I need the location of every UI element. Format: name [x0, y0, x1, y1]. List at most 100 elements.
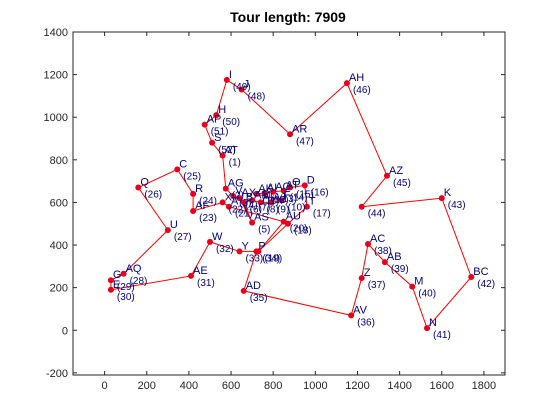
- chart-title: Tour length: 7909: [230, 9, 346, 25]
- visit-order-label: (12): [271, 195, 289, 206]
- visit-order-label: (5): [258, 225, 270, 236]
- city-point: [249, 197, 256, 204]
- city-point: [255, 248, 262, 255]
- city-label: AI: [267, 182, 277, 194]
- visit-order-label: (15): [296, 190, 314, 201]
- city-label: AJ: [273, 191, 286, 203]
- city-label: AU: [286, 211, 301, 223]
- y-tick-label: 1400: [44, 27, 68, 39]
- visit-order-label: (10): [288, 202, 306, 213]
- city-point: [201, 121, 208, 128]
- city-label: B: [246, 191, 253, 203]
- visit-order-label: (52): [218, 145, 236, 156]
- city-labels: I(49)J(48)AR(47)AH(46)AZ(45)(44)K(43)BC(…: [113, 69, 495, 341]
- visit-order-label: (49): [233, 82, 251, 93]
- city-point: [174, 166, 181, 173]
- visit-order-label: (4): [245, 200, 257, 211]
- visit-order-label: (21): [235, 209, 253, 220]
- visit-order-label: (46): [353, 85, 371, 96]
- y-tick-label: 800: [50, 155, 68, 167]
- city-point: [424, 325, 431, 332]
- city-label: Z: [364, 267, 371, 279]
- visit-order-label: (24): [199, 196, 217, 207]
- visit-order-label: (2): [232, 191, 244, 202]
- city-point: [240, 287, 247, 294]
- city-label: AB: [387, 251, 402, 263]
- y-tick-label: 0: [62, 325, 68, 337]
- visit-order-label: (42): [477, 279, 495, 290]
- city-label: AC: [370, 233, 385, 245]
- city-label: Y: [241, 240, 249, 252]
- city-label: H: [218, 104, 226, 116]
- city-label: U: [170, 219, 178, 231]
- city-point: [287, 131, 294, 138]
- x-tick-label: 1400: [387, 380, 411, 392]
- visit-order-label: (9): [277, 204, 289, 215]
- visit-order-label: (38): [374, 246, 392, 257]
- city-point: [164, 227, 171, 234]
- plot-axes: 0 200 400 600 800 1000 1200 1400 1600 1800 -200 0 20…: [44, 27, 506, 392]
- visit-order-label: (37): [368, 280, 386, 291]
- city-point: [206, 238, 213, 245]
- x-tick-label: 1600: [430, 380, 454, 392]
- visit-order-label: (17): [313, 209, 331, 220]
- city-point: [358, 275, 365, 282]
- city-point: [188, 272, 195, 279]
- city-point: [301, 182, 308, 189]
- city-point: [257, 199, 264, 206]
- city-point: [236, 195, 243, 202]
- visit-order-label: (18): [294, 226, 312, 237]
- city-point: [348, 312, 355, 319]
- city-label: AT: [225, 145, 239, 157]
- visit-order-label: (40): [418, 289, 436, 300]
- city-label: W: [212, 231, 223, 243]
- visit-order-label: (16): [311, 187, 329, 198]
- city-label: R: [195, 183, 203, 195]
- city-label: F: [284, 189, 291, 201]
- visit-order-label: (26): [144, 190, 162, 201]
- visit-order-label: (48): [248, 92, 266, 103]
- visit-order-label: (13): [279, 194, 297, 205]
- y-tick-label: 200: [50, 283, 68, 295]
- city-label: Q: [140, 177, 149, 189]
- city-label: O: [292, 177, 301, 189]
- visit-order-label: (51): [211, 127, 229, 138]
- city-label: D: [307, 174, 315, 186]
- city-point: [358, 203, 365, 210]
- city-label: AH: [349, 72, 364, 84]
- city-point: [268, 199, 275, 206]
- city-points: [107, 76, 475, 332]
- city-label: AL: [263, 191, 276, 203]
- city-label: BC: [473, 266, 488, 278]
- city-point: [270, 188, 277, 195]
- x-tick-label: 1200: [345, 380, 369, 392]
- city-label: AX: [241, 187, 256, 199]
- visit-order-label: (39): [391, 264, 409, 275]
- visit-order-label: (41): [433, 330, 451, 341]
- city-point: [135, 184, 142, 191]
- x-tick-label: 400: [180, 380, 198, 392]
- city-label: V: [235, 185, 243, 197]
- visit-order-label: (31): [197, 278, 215, 289]
- x-tick-label: 1000: [303, 380, 327, 392]
- visit-order-label: (8): [267, 204, 279, 215]
- city-point: [213, 112, 220, 119]
- visit-order-label: (23): [199, 213, 217, 224]
- city-point: [438, 195, 445, 202]
- city-point: [190, 207, 197, 214]
- city-label: AE: [193, 265, 208, 277]
- y-tick-label: 1000: [44, 112, 68, 124]
- visit-order-label: (1): [229, 158, 241, 169]
- visit-order-label: (35): [250, 293, 268, 304]
- visit-order-label: (22): [229, 204, 247, 215]
- city-label: K: [444, 187, 452, 199]
- city-label: AT: [286, 180, 300, 192]
- visit-order-label: (3): [239, 198, 251, 209]
- visit-order-label: (28): [130, 276, 148, 287]
- city-point: [238, 86, 245, 93]
- city-label: AM: [254, 189, 271, 201]
- city-point: [284, 220, 291, 227]
- city-point: [278, 197, 285, 204]
- x-tick-label: 0: [102, 380, 108, 392]
- x-tick-label: 800: [264, 380, 282, 392]
